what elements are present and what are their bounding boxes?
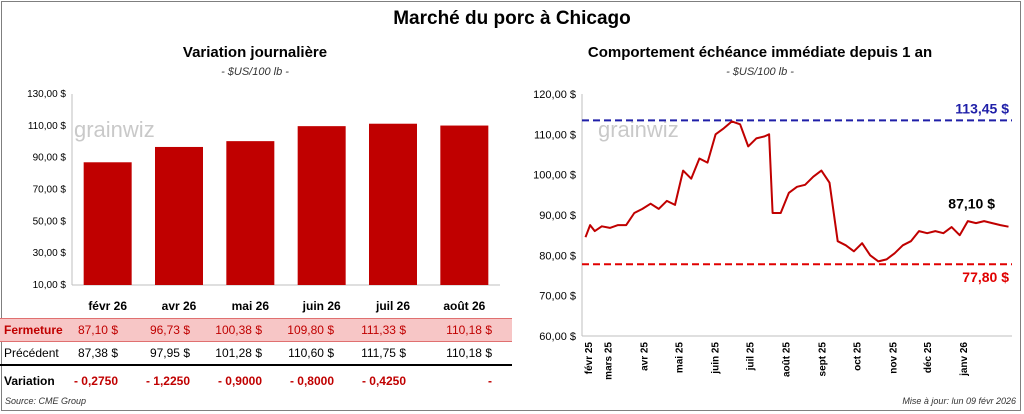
close-cell: 111,33 $ bbox=[361, 323, 406, 337]
bar-y-tick-label: 50,00 $ bbox=[33, 216, 67, 227]
row-close-label: Fermeture bbox=[4, 323, 63, 337]
line-x-tick-label: juil 25 bbox=[745, 342, 756, 372]
bar-x-tick-label: juin 26 bbox=[302, 299, 341, 313]
variation-cell: - bbox=[488, 374, 492, 388]
bar-x-tick-label: juil 26 bbox=[375, 299, 410, 313]
line-y-tick-label: 90,00 $ bbox=[539, 210, 576, 222]
line-y-tick-label: 120,00 $ bbox=[533, 89, 576, 101]
line-x-tick-label: août 25 bbox=[781, 342, 792, 377]
low-value-label: 77,80 $ bbox=[962, 269, 1009, 285]
bar-y-tick-label: 10,00 $ bbox=[33, 280, 67, 291]
bar-chart-unit: - $US/100 lb - bbox=[221, 66, 289, 78]
variation-cell: - 1,2250 bbox=[145, 374, 190, 388]
bar-y-tick-label: 70,00 $ bbox=[33, 185, 67, 196]
page-title: Marché du porc à Chicago bbox=[393, 8, 631, 29]
row-prev-label: Précédent bbox=[4, 346, 59, 360]
line-y-tick-label: 110,00 $ bbox=[534, 129, 576, 141]
close-cell: 110,18 $ bbox=[446, 323, 492, 337]
row-close: Fermeture 87,10 $ 96,73 $ 100,38 $ 109,8… bbox=[0, 318, 512, 342]
line-chart-unit: - $US/100 lb - bbox=[726, 66, 794, 78]
line-x-tick-label: févr 25 bbox=[584, 342, 595, 375]
prev-cell: 101,28 $ bbox=[215, 346, 262, 360]
bar-y-tick-label: 30,00 $ bbox=[33, 248, 67, 259]
line-y-tick-label: 100,00 $ bbox=[533, 170, 576, 182]
variation-cell: - 0,2750 bbox=[73, 374, 118, 388]
prev-cell: 110,18 $ bbox=[446, 346, 492, 360]
update-note: Mise à jour: lun 09 févr 2026 bbox=[902, 396, 1016, 406]
bar bbox=[297, 126, 346, 285]
variation-cell: - 0,8000 bbox=[289, 374, 334, 388]
bar-x-tick-label: févr 26 bbox=[88, 299, 127, 313]
bar-x-tick-label: août 26 bbox=[443, 299, 485, 313]
watermark-logo: grainwiz bbox=[74, 117, 155, 142]
line-x-tick-label: avr 25 bbox=[640, 342, 651, 371]
line-y-tick-label: 80,00 $ bbox=[539, 250, 576, 262]
line-x-tick-label: nov 25 bbox=[888, 342, 899, 374]
variation-cell: - 0,4250 bbox=[361, 374, 406, 388]
bar-chart-title: Variation journalière bbox=[182, 44, 328, 61]
source-note: Source: CME Group bbox=[5, 396, 87, 406]
last-value-label: 87,10 $ bbox=[948, 196, 995, 212]
prev-cell: 110,60 $ bbox=[288, 346, 334, 360]
bar bbox=[83, 162, 132, 285]
close-cell: 87,10 $ bbox=[77, 323, 118, 337]
line-x-tick-label: oct 25 bbox=[852, 342, 863, 371]
bar-y-tick-label: 110,00 $ bbox=[28, 121, 67, 132]
close-cell: 96,73 $ bbox=[149, 323, 190, 337]
line-y-tick-label: 60,00 $ bbox=[539, 331, 576, 343]
line-x-tick-label: mars 25 bbox=[604, 342, 615, 380]
line-x-tick-label: janv 26 bbox=[959, 342, 970, 377]
bar-x-tick-label: avr 26 bbox=[162, 299, 197, 313]
high-value-label: 113,45 $ bbox=[955, 100, 1009, 116]
bar-chart: 10,00 $ 30,00 $ 50,00 $ 70,00 $ 90,00 $ 110,0… bbox=[27, 89, 500, 313]
bar bbox=[369, 123, 417, 285]
prev-cell: 111,75 $ bbox=[361, 346, 406, 360]
prev-cell: 97,95 $ bbox=[149, 346, 190, 360]
line-chart-title: Comportement échéance immédiate depuis 1… bbox=[587, 44, 933, 61]
price-series-line bbox=[584, 120, 1009, 263]
row-variation: Variation - 0,2750 - 1,2250 - 0,9000 - 0… bbox=[0, 370, 512, 392]
bar bbox=[440, 125, 489, 285]
bar-y-tick-label: 130,00 $ bbox=[27, 89, 66, 100]
bar bbox=[226, 141, 275, 285]
line-x-tick-label: juin 25 bbox=[710, 342, 721, 375]
line-x-tick-label: sept 25 bbox=[817, 342, 828, 377]
line-y-tick-label: 70,00 $ bbox=[539, 291, 576, 303]
row-var-label: Variation bbox=[4, 374, 55, 388]
line-chart: 60,00 $ 70,00 $ 80,00 $ 90,00 $ 100,00 $ 110,… bbox=[533, 89, 1012, 380]
row-prev: Précédent 87,38 $ 97,95 $ 101,28 $ 110,6… bbox=[0, 342, 512, 366]
bar-x-tick-label: mai 26 bbox=[232, 299, 270, 313]
line-x-tick-label: mai 25 bbox=[674, 342, 685, 374]
variation-cell: - 0,9000 bbox=[217, 374, 262, 388]
close-cell: 109,80 $ bbox=[287, 323, 334, 337]
bar bbox=[155, 146, 203, 285]
line-x-tick-label: déc 25 bbox=[923, 342, 934, 374]
close-cell: 100,38 $ bbox=[215, 323, 262, 337]
bar-y-tick-label: 90,00 $ bbox=[33, 153, 67, 164]
prev-cell: 87,38 $ bbox=[77, 346, 118, 360]
